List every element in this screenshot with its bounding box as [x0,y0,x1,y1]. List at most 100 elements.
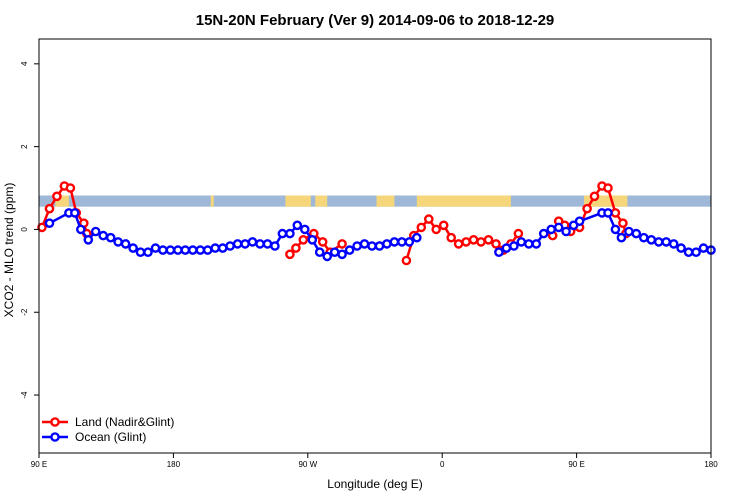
data-point [646,234,657,245]
data-point [307,234,318,245]
data-point [158,245,168,255]
data-point [98,230,108,241]
data-point [446,232,457,243]
y-tick-label: 2 [20,144,29,149]
y-tick-label: -2 [20,308,29,316]
land-patch-2 [285,195,311,207]
data-point [232,239,243,249]
data-point [195,245,206,255]
data-point [574,216,585,226]
data-point [397,237,407,247]
x-tick-label: 0 [440,460,445,469]
data-point [255,239,265,249]
data-point [277,228,288,239]
data-point [70,208,80,218]
data-point [298,234,309,245]
series-layer [37,181,716,266]
x-axis: 90 E 180 90 W 0 90 E 180 [31,453,718,469]
data-point [359,239,370,249]
data-point [582,203,592,214]
land-ocean-strip [39,195,711,207]
data-point [65,183,76,193]
data-point [262,239,273,249]
x-axis-label: Longitude (deg E) [327,477,422,491]
data-point [270,241,280,251]
data-point [173,245,183,255]
data-point [589,191,600,202]
data-point [382,239,392,249]
data-point [676,243,686,253]
data-point [225,241,235,251]
data-point [120,239,131,249]
legend-label: Ocean (Glint) [75,430,146,444]
data-point [44,218,55,228]
data-point [52,191,62,202]
data-point [37,222,47,233]
data-point [531,239,542,249]
data-point [150,243,161,253]
data-point [431,224,442,235]
data-point [143,247,153,257]
data-point [538,228,549,239]
data-point [631,228,642,239]
data-point [513,228,524,239]
land-patch-0 [55,195,69,207]
data-point [610,224,621,235]
data-point [76,224,86,235]
land-patch-6 [584,195,628,207]
data-point [292,220,303,231]
data-point [374,241,385,251]
y-axis-label: XCO2 - MLO trend (ppm) [2,183,16,318]
data-point [683,247,694,257]
data-point [317,237,328,247]
y-tick-label: 0 [20,227,29,232]
legend-label: Land (Nadir&Glint) [75,415,174,429]
data-point [653,237,664,247]
data-point [494,247,504,257]
x-tick-label: 90 E [31,460,47,469]
data-point [367,241,377,251]
data-point [468,234,479,245]
data-point [322,251,333,262]
data-point [516,237,527,247]
data-point [165,245,176,255]
land-patch-5 [416,195,511,207]
data-point [501,243,512,253]
data-point [299,224,310,235]
land-patch-4 [376,195,395,207]
data-point [404,237,415,247]
data-point [561,226,571,237]
land-patch-1 [210,195,214,207]
data-point [618,218,628,228]
data-point [240,239,250,249]
data-point [461,237,471,247]
data-point [128,243,138,253]
data-point [698,243,709,253]
legend: Land (Nadir&Glint)Ocean (Glint) [42,415,174,444]
data-point [453,239,464,249]
data-point [113,237,123,247]
data-point [344,245,355,255]
data-point [285,249,295,260]
data-point [187,245,198,255]
x-tick-label: 90 W [298,460,317,469]
data-point [329,247,340,257]
data-point [202,245,213,255]
data-point [314,247,325,257]
data-point [285,228,295,239]
data-point [509,241,519,251]
data-point [217,243,228,253]
ocean-band [39,195,711,207]
x-tick-label: 180 [167,460,181,469]
data-point [135,247,146,257]
y-tick-label: 4 [20,61,29,66]
data-point [476,237,486,247]
data-point [291,243,301,253]
legend-swatch-marker [50,432,60,442]
data-point [668,239,679,249]
data-point [83,234,94,245]
data-point [624,226,634,237]
data-point [438,220,449,231]
y-tick-label: -4 [20,391,29,399]
